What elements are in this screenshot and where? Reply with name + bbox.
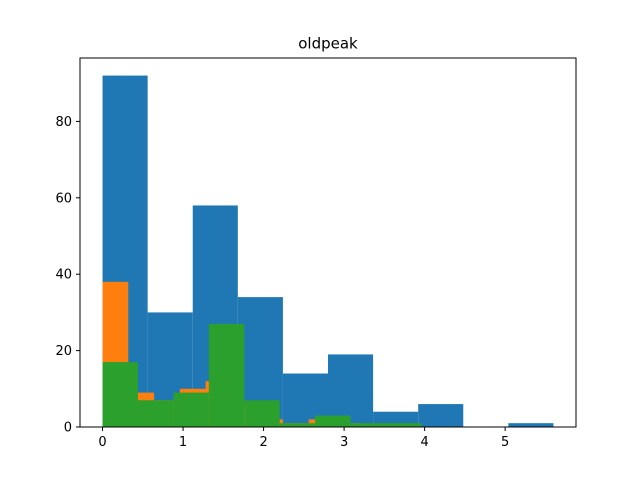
histogram-bar [208,323,245,427]
y-tick-label: 60 [55,191,72,206]
y-tick-label: 20 [55,344,72,359]
histogram-bar [315,415,351,427]
x-tick-label: 3 [340,435,348,450]
x-tick-label: 2 [259,435,267,450]
y-tick-label: 0 [64,421,72,436]
axes-layer: 0 1 2 3 4 5 0 20 40 60 80 [55,57,577,450]
x-tick-label: 0 [98,435,106,450]
histogram-bar [418,404,464,427]
y-tick-label: 40 [55,268,72,283]
plot-frame [79,57,577,428]
histogram-bar [137,400,174,427]
histogram-bar [279,423,316,427]
y-tick-label: 80 [55,115,72,130]
histogram-bar [385,423,422,427]
x-tick-label: 5 [501,435,509,450]
x-tick-label: 4 [420,435,428,450]
bars-layer [102,75,554,428]
histogram-bar [244,400,280,427]
chart-title: oldpeak [298,35,358,53]
histogram-bar [328,354,374,427]
x-tick-label: 1 [179,435,187,450]
histogram-bar [508,423,554,427]
histogram-bar [173,392,209,427]
histogram-bar [102,362,138,427]
histogram-bar [350,423,386,427]
